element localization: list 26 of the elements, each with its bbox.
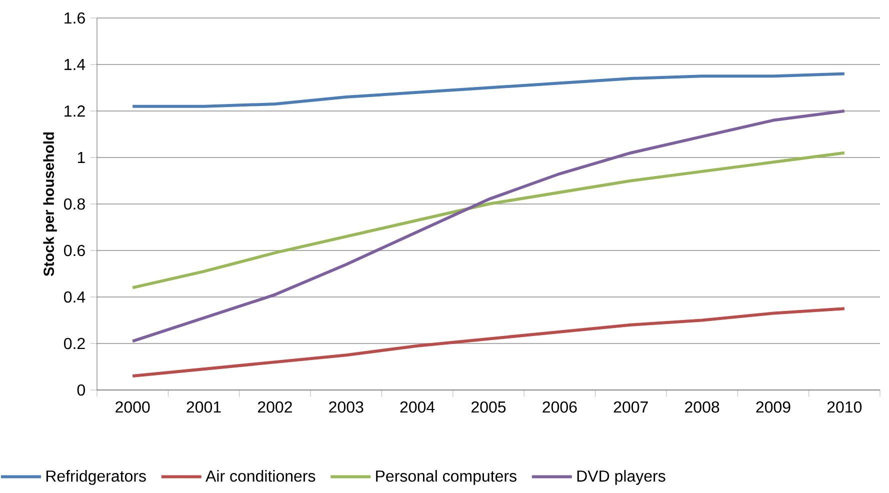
y-tick-label: 0 — [77, 384, 86, 396]
y-tick-label: 0.4 — [64, 291, 86, 303]
x-tick-label: 2007 — [614, 401, 648, 413]
legend-label: Personal computers — [376, 470, 516, 485]
x-tick-label: 2002 — [258, 401, 292, 413]
y-tick-label: 1 — [78, 152, 85, 164]
y-tick-label: 1.2 — [64, 105, 85, 117]
x-tick-label: 2004 — [400, 401, 435, 413]
y-axis-title: Stock per household — [43, 132, 57, 276]
x-tick-label: 2010 — [827, 401, 862, 413]
x-tick-label: 2001 — [186, 401, 221, 413]
legend-label: Air conditioners — [206, 470, 316, 482]
x-tick-label: 2003 — [329, 401, 364, 413]
y-tick-label: 0.8 — [64, 198, 85, 210]
y-tick-label: 0.2 — [64, 338, 85, 350]
legend-label: DVD players — [577, 470, 666, 485]
x-tick-label: 2005 — [472, 401, 506, 413]
line-series — [131, 72, 846, 108]
x-tick-label: 2009 — [756, 401, 790, 413]
x-tick-label: 2006 — [542, 401, 577, 413]
x-tick-label: 2008 — [685, 401, 720, 413]
legend-label: Refridgerators — [46, 470, 146, 485]
y-tick-label: 1.6 — [64, 12, 85, 24]
x-tick-label: 2000 — [116, 401, 150, 413]
y-tick-label: 0.6 — [64, 244, 85, 256]
y-tick-label: 1.4 — [64, 59, 86, 70]
